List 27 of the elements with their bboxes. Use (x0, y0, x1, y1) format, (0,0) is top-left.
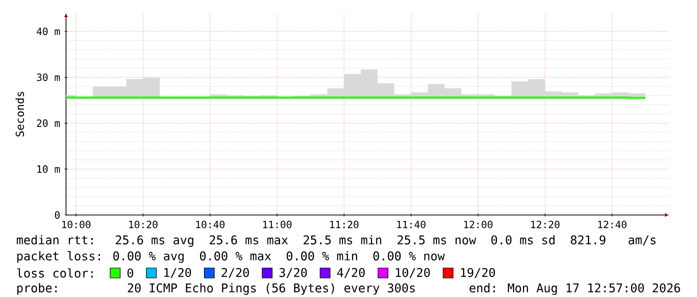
legend-label: 2/20 (222, 268, 249, 278)
y-axis-title: Seconds (16, 92, 24, 136)
x-tick-label: 11:20 (330, 220, 358, 228)
x-tick-label: 12:00 (464, 220, 492, 228)
x-tick-label: 10:20 (129, 220, 158, 228)
y-tick-label: 30 m (36, 73, 60, 82)
text: probe: 20 ICMP Echo Pings (56 Bytes) every 300s (17, 283, 415, 295)
x-tick-label: 12:40 (598, 220, 626, 228)
legend-label: 3/20 (279, 268, 307, 278)
legend-label: 1/20 (164, 268, 192, 278)
legend-title: loss color: (17, 268, 93, 278)
x-tick-label: 12:20 (531, 220, 560, 228)
y-tick-label: 0 (54, 211, 60, 219)
text: packet loss: 0.00 % avg 0.00 % max 0.00 % min 0.00 % now (17, 251, 445, 263)
text: median rtt: 25.6 ms avg 25.6 ms max 25.5 ms min 25.5 ms now 0.0 ms sd 821.9 am/s (16, 235, 656, 247)
x-tick-label: 11:00 (263, 220, 292, 228)
x-tick-label: 11:40 (397, 220, 426, 228)
x-tick-label: 10:40 (196, 220, 224, 228)
text: end: Mon Aug 17 12:57:00 2026 (470, 283, 680, 295)
legend-label: 19/20 (461, 268, 495, 278)
legend-label: 10/20 (396, 268, 430, 278)
legend-label: 0 (127, 268, 134, 278)
y-tick-label: 40 m (36, 28, 60, 36)
x-tick-label: 10:00 (62, 220, 90, 228)
legend-label: 4/20 (337, 268, 365, 278)
y-tick-label: 10 m (37, 165, 60, 173)
y-tick-label: 20 m (36, 119, 60, 127)
